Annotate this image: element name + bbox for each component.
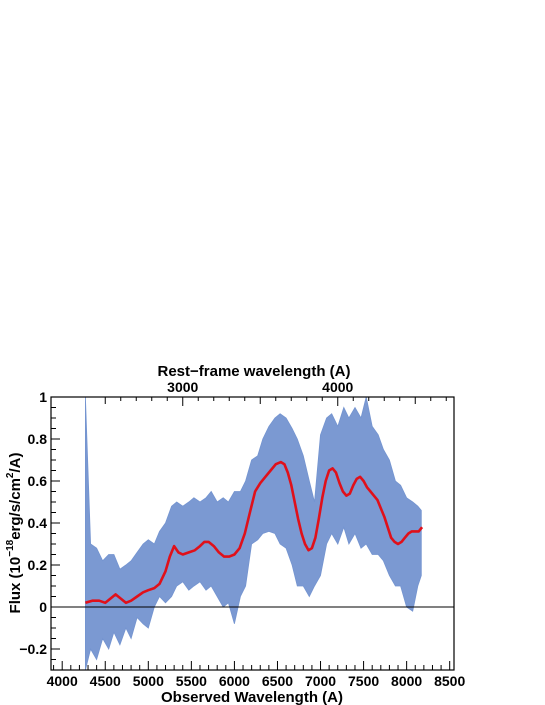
x-axis-ticks: 4000 4500 5000 5500 6000 6500 7000 7500 8000 8500 xyxy=(47,661,465,689)
top-tick-label: 3000 xyxy=(167,379,198,395)
spectrum-band-layer xyxy=(85,396,422,671)
fit-curve-layer xyxy=(85,460,424,605)
spectrum-band xyxy=(85,396,422,671)
x-axis-title: Observed Wavelength (A) xyxy=(161,689,343,705)
y-tick-label: 0.8 xyxy=(28,431,48,447)
y-axis-title: Flux (10−18erg/s/cm2/A) xyxy=(5,453,24,614)
y-axis-title-prefix: Flux (10 xyxy=(7,557,24,614)
top-axis-title: Rest−frame wavelength (A) xyxy=(158,363,351,380)
y-axis-title-suffix: /A) xyxy=(7,453,24,473)
fit-curve xyxy=(85,460,424,605)
x-tick-label: 7000 xyxy=(305,673,336,689)
x-tick-label: 8000 xyxy=(391,673,422,689)
y-tick-label: 0 xyxy=(39,599,47,615)
top-axis-ticks: 3000 4000 xyxy=(104,379,447,406)
x-tick-label: 8500 xyxy=(434,673,465,689)
y-axis-title-units-exponent: 2 xyxy=(5,472,16,478)
y-tick-label: 0.6 xyxy=(28,473,48,489)
y-tick-label: 0.4 xyxy=(28,515,48,531)
y-tick-label: 1 xyxy=(39,389,47,405)
y-axis-title-exponent: −18 xyxy=(5,539,16,556)
x-tick-label: 6000 xyxy=(219,673,250,689)
y-tick-label: −0.2 xyxy=(19,641,47,657)
x-tick-label: 4500 xyxy=(90,673,121,689)
x-tick-label: 5500 xyxy=(176,673,207,689)
x-tick-label: 4000 xyxy=(47,673,78,689)
y-tick-label: 0.2 xyxy=(28,557,48,573)
x-tick-label: 5000 xyxy=(133,673,164,689)
top-tick-label: 4000 xyxy=(322,379,353,395)
y-axis-ticks: −0.2 0 0.2 0.4 0.6 0.8 1 xyxy=(19,389,60,671)
x-tick-label: 6500 xyxy=(262,673,293,689)
x-tick-label: 7500 xyxy=(348,673,379,689)
y-axis-title-units: erg/s/cm xyxy=(7,478,24,540)
